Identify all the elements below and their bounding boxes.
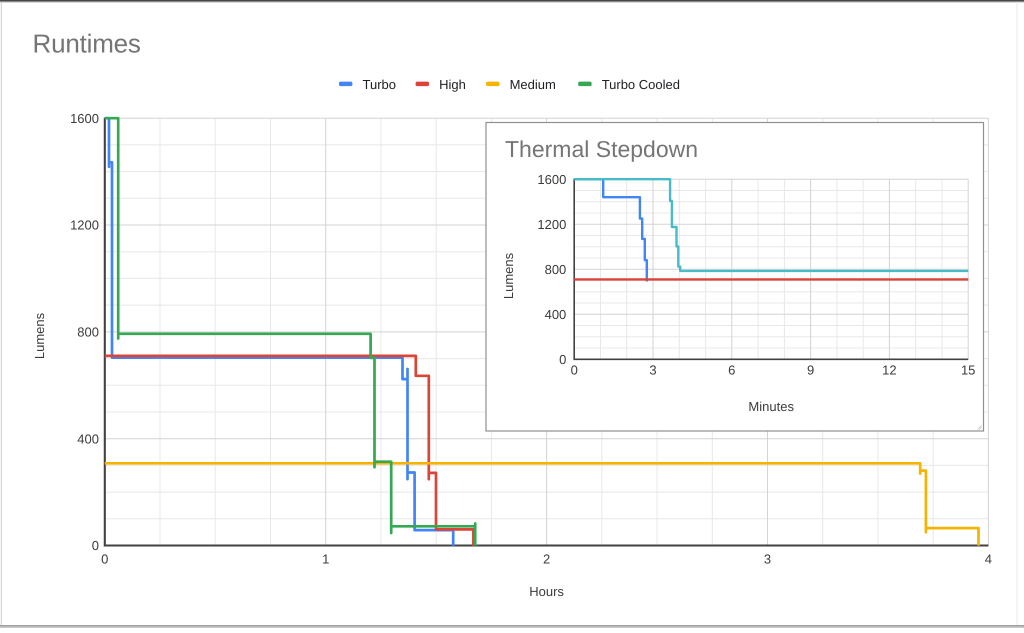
- svg-text:0: 0: [101, 552, 108, 567]
- svg-text:1200: 1200: [537, 217, 566, 232]
- svg-text:Thermal Stepdown: Thermal Stepdown: [505, 136, 698, 162]
- svg-text:1200: 1200: [70, 218, 99, 233]
- svg-text:6: 6: [728, 363, 735, 378]
- svg-text:15: 15: [961, 363, 975, 378]
- svg-text:Turbo: Turbo: [363, 77, 396, 92]
- svg-text:3: 3: [764, 552, 771, 567]
- svg-text:0: 0: [559, 352, 566, 367]
- svg-text:9: 9: [807, 363, 814, 378]
- svg-text:800: 800: [77, 325, 99, 340]
- svg-text:1: 1: [322, 552, 329, 567]
- svg-text:Minutes: Minutes: [748, 399, 794, 414]
- svg-text:12: 12: [882, 363, 896, 378]
- svg-text:400: 400: [77, 431, 99, 446]
- svg-text:Hours: Hours: [529, 584, 564, 599]
- svg-text:Lumens: Lumens: [501, 252, 516, 299]
- svg-text:2: 2: [543, 552, 550, 567]
- svg-text:0: 0: [571, 363, 578, 378]
- svg-text:3: 3: [649, 363, 656, 378]
- svg-text:Runtimes: Runtimes: [33, 29, 141, 59]
- svg-text:800: 800: [545, 262, 567, 277]
- svg-text:4: 4: [985, 552, 992, 567]
- svg-text:400: 400: [545, 307, 567, 322]
- svg-text:0: 0: [92, 538, 99, 553]
- svg-text:1600: 1600: [70, 111, 99, 126]
- svg-text:High: High: [439, 77, 466, 92]
- svg-text:1600: 1600: [537, 172, 566, 187]
- svg-text:Turbo Cooled: Turbo Cooled: [602, 77, 680, 92]
- svg-text:Medium: Medium: [510, 77, 556, 92]
- svg-text:Lumens: Lumens: [32, 312, 47, 359]
